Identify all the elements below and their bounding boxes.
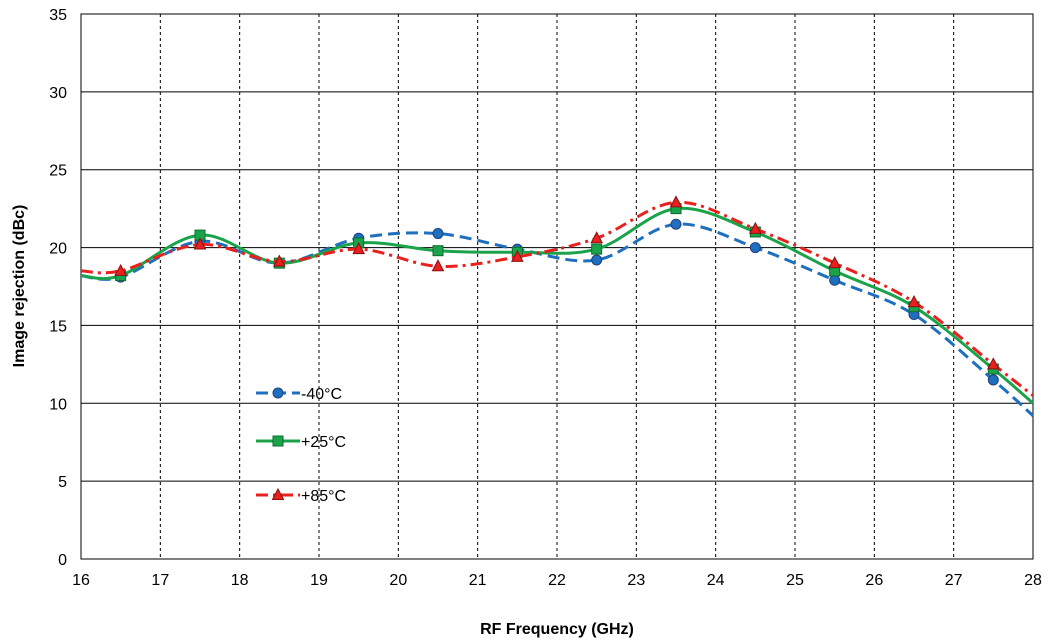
x-tick-label: 25 [786,572,804,589]
data-point [432,245,444,257]
y-tick-label: 20 [49,241,67,258]
x-tick-label: 23 [627,572,645,589]
data-point [828,256,841,269]
data-point [591,254,603,266]
series-3 [80,195,1034,397]
data-point [114,263,127,276]
x-tick-label: 27 [945,572,963,589]
data-point [669,195,683,208]
data-point [987,357,1000,370]
legend-marker [272,387,284,399]
y-tick-label: 5 [58,474,67,491]
data-point [670,218,682,230]
data-point [193,237,207,250]
series-line [80,200,1034,397]
legend: -40°C +25°C +85°C [256,386,346,505]
x-tick-label: 17 [151,572,169,589]
series-layer [80,195,1034,417]
data-point [590,231,603,244]
x-tick-label: 28 [1024,572,1042,589]
data-point [432,228,444,240]
data-point [431,259,445,272]
data-point [511,249,524,262]
x-tick-label: 16 [72,572,90,589]
legend-label: +85°C [301,488,346,505]
y-tick-label: 35 [49,7,67,24]
legend-marker [271,487,285,500]
legend-label: +25°C [301,434,346,451]
y-tick-label: 10 [49,396,67,413]
series-line [80,222,1034,417]
data-point [749,242,761,254]
legend-label: -40°C [301,386,342,403]
data-point [749,221,762,234]
data-point [907,294,921,308]
x-tick-label: 20 [389,572,407,589]
y-tick-label: 25 [49,163,67,180]
y-tick-label: 30 [49,85,67,102]
data-point [273,254,286,267]
data-point [352,242,365,255]
x-tick-label: 21 [469,572,487,589]
legend-marker [272,435,284,447]
x-tick-labels: 16 17 18 19 20 21 22 23 24 25 26 27 28 [72,572,1042,589]
y-tick-label: 15 [49,318,67,335]
x-tick-label: 18 [231,572,249,589]
y-axis-title: Image rejection (dBc) [11,205,28,368]
x-tick-label: 19 [310,572,328,589]
y-tick-label: 0 [58,552,67,569]
x-axis-title: RF Frequency (GHz) [480,621,634,638]
y-tick-labels: 0 5 10 15 20 25 30 35 [49,7,67,569]
x-tick-label: 26 [865,572,883,589]
x-tick-label: 22 [548,572,566,589]
x-tick-label: 24 [707,572,725,589]
data-point [829,274,841,286]
grid-lines [81,14,1033,559]
data-point [987,374,999,386]
series-line [80,206,1034,405]
data-point [591,243,603,255]
